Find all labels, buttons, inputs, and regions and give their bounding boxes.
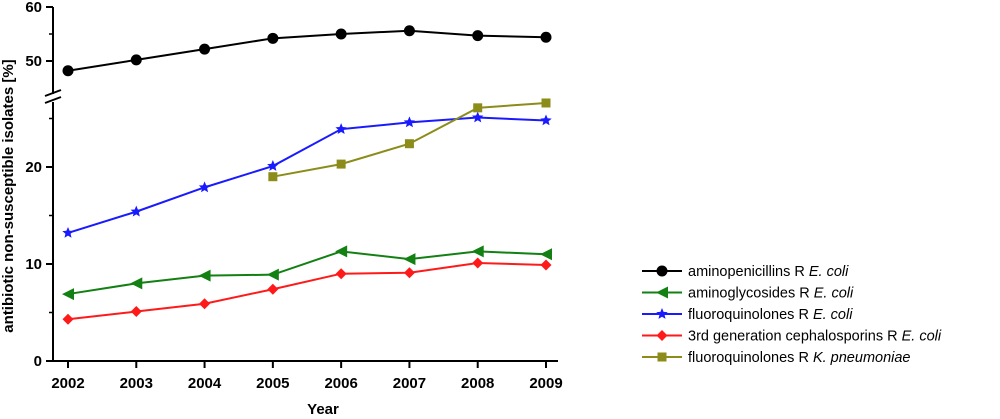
x-tick-label: 2003 [120,375,153,392]
x-tick-label: 2006 [324,375,357,392]
data-point [62,313,74,325]
data-point [471,245,484,258]
data-point [472,257,484,269]
series-2 [62,111,552,238]
legend-marker [656,265,668,277]
data-point [404,139,414,149]
data-point [130,306,142,318]
data-point [403,25,415,37]
data-point [403,116,416,128]
data-point [198,181,211,193]
legend-marker [656,330,668,341]
data-point [266,268,279,281]
data-point [130,54,142,66]
legend-label: fluoroquinolones R K. pneumoniae [688,350,911,366]
data-point [335,245,348,258]
legend-label-organism: E. coli [902,329,942,345]
series-1 [62,245,552,301]
x-tick-label: 2008 [461,375,494,392]
y-tick-label: 10 [25,256,42,273]
y-tick-label: 60 [25,0,42,16]
y-tick-label: 20 [25,159,42,176]
data-point [403,267,415,279]
legend-label: aminopenicillins R E. coli [688,264,849,280]
legend-label-organism: E. coli [813,307,853,323]
legend-label-organism: E. coli [814,286,854,302]
legend-item: 3rd generation cephalosporins R E. coli [642,329,942,345]
data-point [62,226,74,238]
x-axis-title: Year [307,401,339,418]
y-axis-break-mark [44,89,62,97]
series-line [67,262,547,321]
data-point [62,288,74,301]
data-point [130,277,143,290]
data-point [130,205,142,217]
data-point [199,43,211,55]
series-line [67,29,547,72]
data-point [540,114,552,126]
legend-label-organism: E. coli [809,264,849,280]
data-point [541,98,551,108]
legend-marker [656,286,668,299]
y-tick-label: 0 [34,353,42,370]
data-point [267,283,279,295]
legend-label: aminoglycosides R E. coli [688,286,854,302]
legend-label-prefix: 3rd generation cephalosporins R [688,329,902,345]
legend-item: aminoglycosides R E. coli [642,286,854,302]
x-tick-label: 2005 [256,375,289,392]
data-point [472,111,484,123]
legend-marker [656,308,668,319]
data-point [473,103,483,113]
data-point [199,298,211,310]
chart-series [62,25,552,325]
data-point [540,248,552,261]
y-axis-break-mark [44,96,62,104]
data-point [62,65,74,77]
legend-item: fluoroquinolones R K. pneumoniae [642,350,911,366]
chart-legend: aminopenicillins R E. coliaminoglycoside… [642,264,942,366]
legend-label: 3rd generation cephalosporins R E. coli [688,329,942,345]
legend-marker [657,352,667,362]
series-line [67,116,547,234]
series-0 [62,25,552,77]
legend-label-prefix: aminoglycosides R [688,286,814,302]
data-point [335,268,347,280]
data-point [335,123,347,135]
data-point [540,31,552,43]
series-line [67,250,547,296]
legend-label-organism: K. pneumoniae [813,350,911,366]
legend-label-prefix: fluoroquinolones R [688,350,813,366]
data-point [540,259,552,271]
data-point [335,28,347,40]
data-point [267,160,279,171]
series-3 [62,257,552,325]
x-tick-label: 2002 [51,375,84,392]
legend-label-prefix: fluoroquinolones R [688,307,813,323]
x-tick-label: 2009 [529,375,562,392]
data-point [268,172,278,182]
y-tick-label: 50 [25,53,42,70]
data-point [267,32,279,44]
legend-label: fluoroquinolones R E. coli [688,307,853,323]
chart-axes: 2002 2003 2004 2005 2006 2007 2008 2009 0 10 20 50 6… [0,0,563,418]
legend-label-prefix: aminopenicillins R [688,264,809,280]
y-axis-title: antibiotic non-susceptible isolates [%] [0,59,17,332]
x-tick-label: 2007 [393,375,426,392]
x-tick-label: 2004 [188,375,222,392]
data-point [198,269,211,282]
data-point [336,159,346,169]
data-point [403,253,416,266]
data-point [472,30,484,42]
legend-item: fluoroquinolones R E. coli [642,307,853,323]
legend-item: aminopenicillins R E. coli [642,264,849,280]
series-4 [268,98,551,182]
